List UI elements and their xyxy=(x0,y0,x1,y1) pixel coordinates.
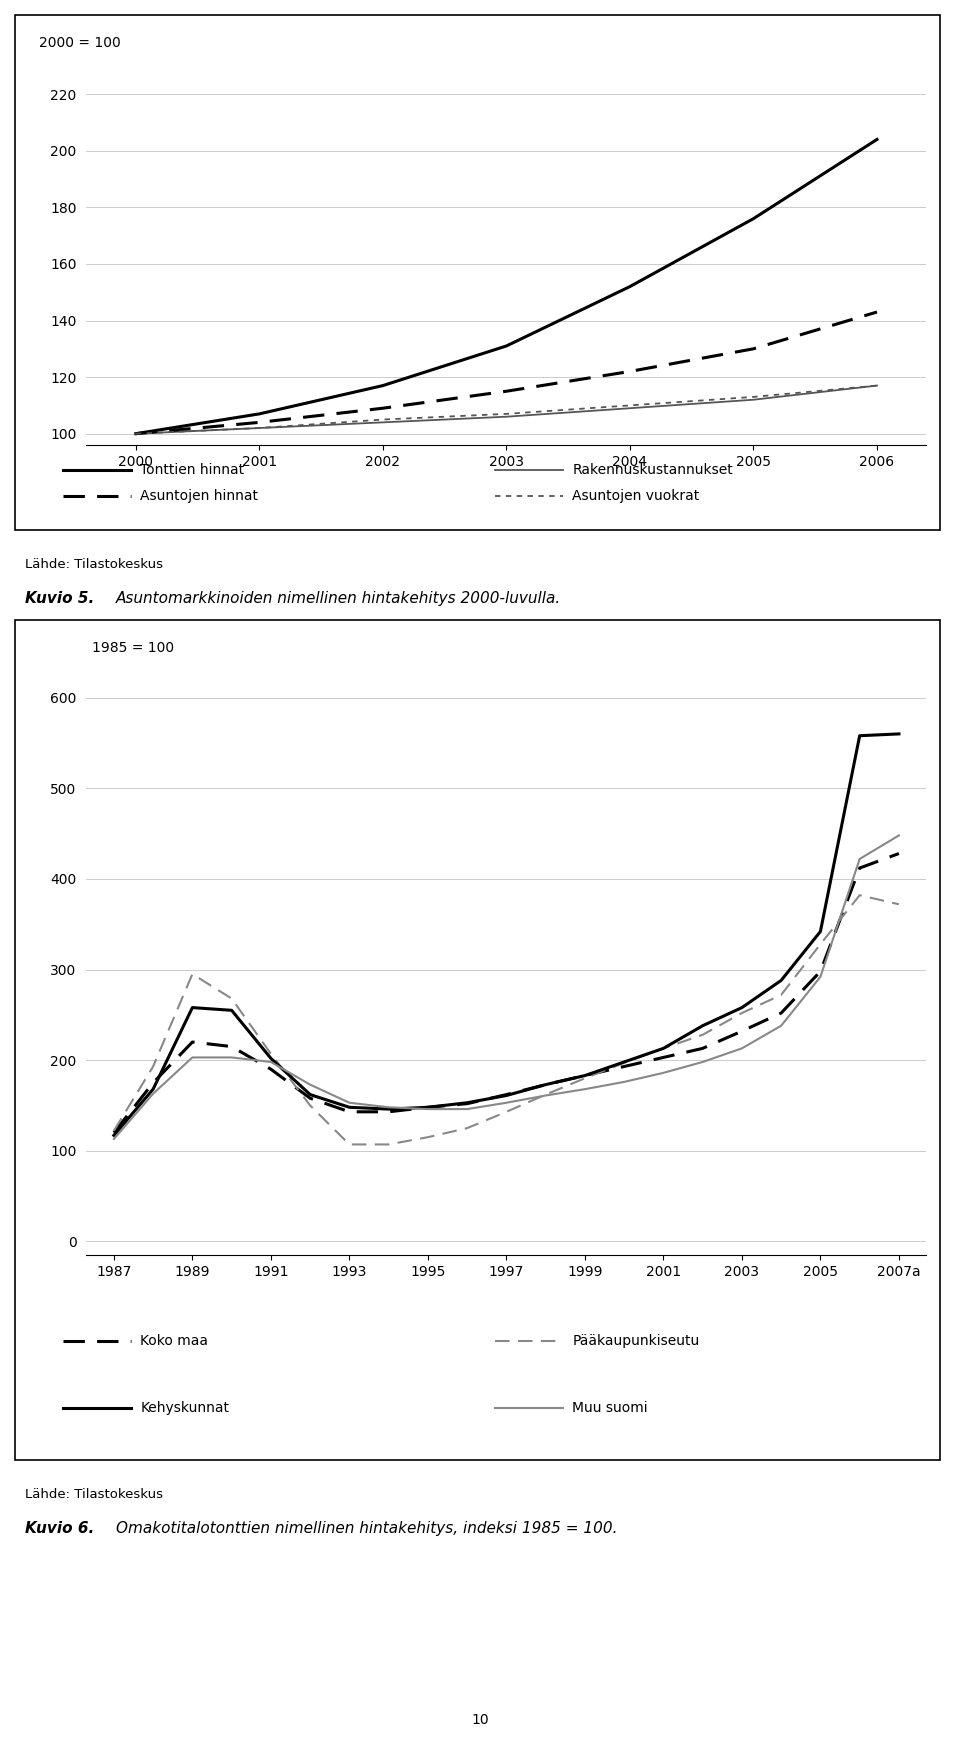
Text: Muu suomi: Muu suomi xyxy=(572,1400,648,1414)
Text: Kehyskunnat: Kehyskunnat xyxy=(140,1400,229,1414)
Text: Kuvio 6.: Kuvio 6. xyxy=(25,1521,94,1536)
Text: 10: 10 xyxy=(471,1713,489,1727)
Text: Koko maa: Koko maa xyxy=(140,1334,208,1348)
Text: 2000 = 100: 2000 = 100 xyxy=(39,37,121,51)
Text: Rakennuskustannukset: Rakennuskustannukset xyxy=(572,463,732,477)
Text: Lähde: Tilastokeskus: Lähde: Tilastokeskus xyxy=(25,1489,163,1502)
Text: Lähde: Tilastokeskus: Lähde: Tilastokeskus xyxy=(25,558,163,572)
Text: Omakotitalotonttien nimellinen hintakehitys, indeksi 1985 = 100.: Omakotitalotonttien nimellinen hintakehi… xyxy=(116,1521,617,1536)
Text: 1985 = 100: 1985 = 100 xyxy=(92,642,175,656)
Text: Asuntojen hinnat: Asuntojen hinnat xyxy=(140,489,258,503)
Text: Asuntojen vuokrat: Asuntojen vuokrat xyxy=(572,489,700,503)
Text: Asuntomarkkinoiden nimellinen hintakehitys 2000-luvulla.: Asuntomarkkinoiden nimellinen hintakehit… xyxy=(116,591,562,607)
Text: Pääkaupunkiseutu: Pääkaupunkiseutu xyxy=(572,1334,700,1348)
Text: Kuvio 5.: Kuvio 5. xyxy=(25,591,94,607)
Text: Tonttien hinnat: Tonttien hinnat xyxy=(140,463,244,477)
